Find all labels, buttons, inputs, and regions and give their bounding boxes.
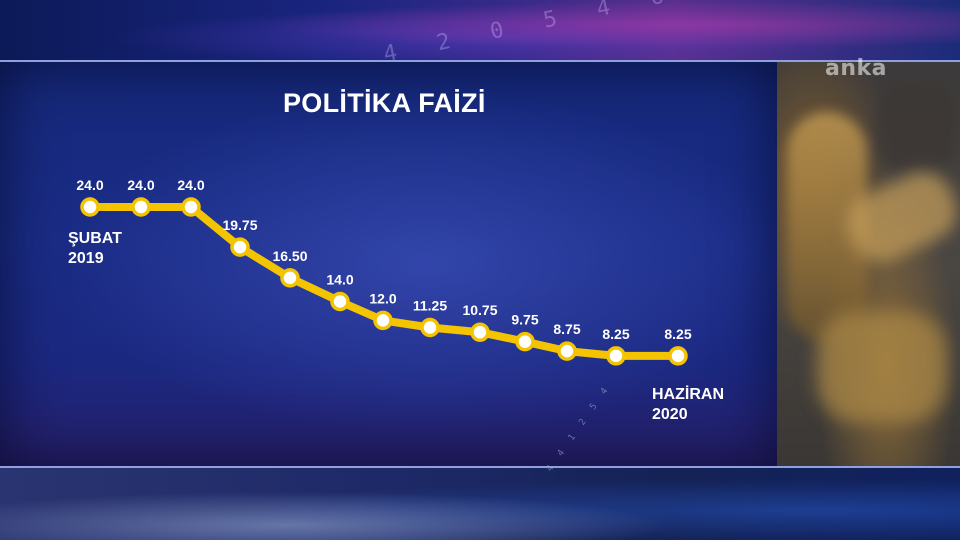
data-value-label: 14.0	[326, 272, 353, 288]
chart-panel	[0, 62, 777, 466]
data-value-label: 24.0	[177, 177, 204, 193]
panel-bottom-border	[0, 466, 960, 468]
data-point-marker	[668, 346, 688, 366]
data-point-marker	[420, 317, 440, 338]
data-point-marker	[330, 291, 350, 312]
data-value-label: 12.0	[369, 290, 396, 306]
data-point-marker	[131, 197, 151, 217]
footer-background-band: 4 4 1 2 5 4	[0, 383, 960, 540]
data-point-marker	[470, 322, 490, 342]
data-value-label: 8.75	[553, 321, 580, 337]
panel-top-border	[0, 60, 960, 62]
data-value-label: 8.25	[602, 326, 629, 342]
data-value-label: 24.0	[76, 177, 103, 193]
data-point-marker	[181, 197, 201, 217]
anka-logo: anka	[825, 56, 887, 81]
data-point-marker	[230, 237, 250, 257]
end-date-label: HAZİRAN 2020	[652, 385, 724, 425]
start-date-label: ŞUBAT 2019	[68, 229, 122, 269]
data-point-marker	[80, 197, 100, 217]
start-month-label: ŞUBAT	[68, 230, 122, 247]
data-point-marker	[557, 341, 577, 361]
data-point-marker	[373, 310, 393, 331]
end-month-label: HAZİRAN	[652, 386, 724, 403]
data-point-marker	[606, 346, 626, 366]
data-value-label: 10.75	[462, 302, 497, 318]
data-value-label: 19.75	[222, 217, 257, 233]
end-year-label: 2020	[652, 406, 688, 423]
data-value-label: 16.50	[272, 248, 307, 264]
policy-rate-series-line	[86, 203, 682, 360]
data-value-label: 8.25	[664, 326, 691, 342]
central-bank-logo-photo	[777, 62, 960, 466]
start-year-label: 2019	[68, 250, 104, 267]
data-point-marker	[280, 268, 300, 288]
data-point-marker	[515, 331, 535, 352]
data-value-label: 24.0	[127, 177, 154, 193]
header-background-band: 4 2 0 5 4 6 2	[0, 0, 960, 68]
chart-title: POLİTİKA FAİZİ	[283, 88, 486, 118]
data-value-label: 9.75	[511, 312, 538, 328]
data-value-label: 11.25	[413, 297, 447, 313]
